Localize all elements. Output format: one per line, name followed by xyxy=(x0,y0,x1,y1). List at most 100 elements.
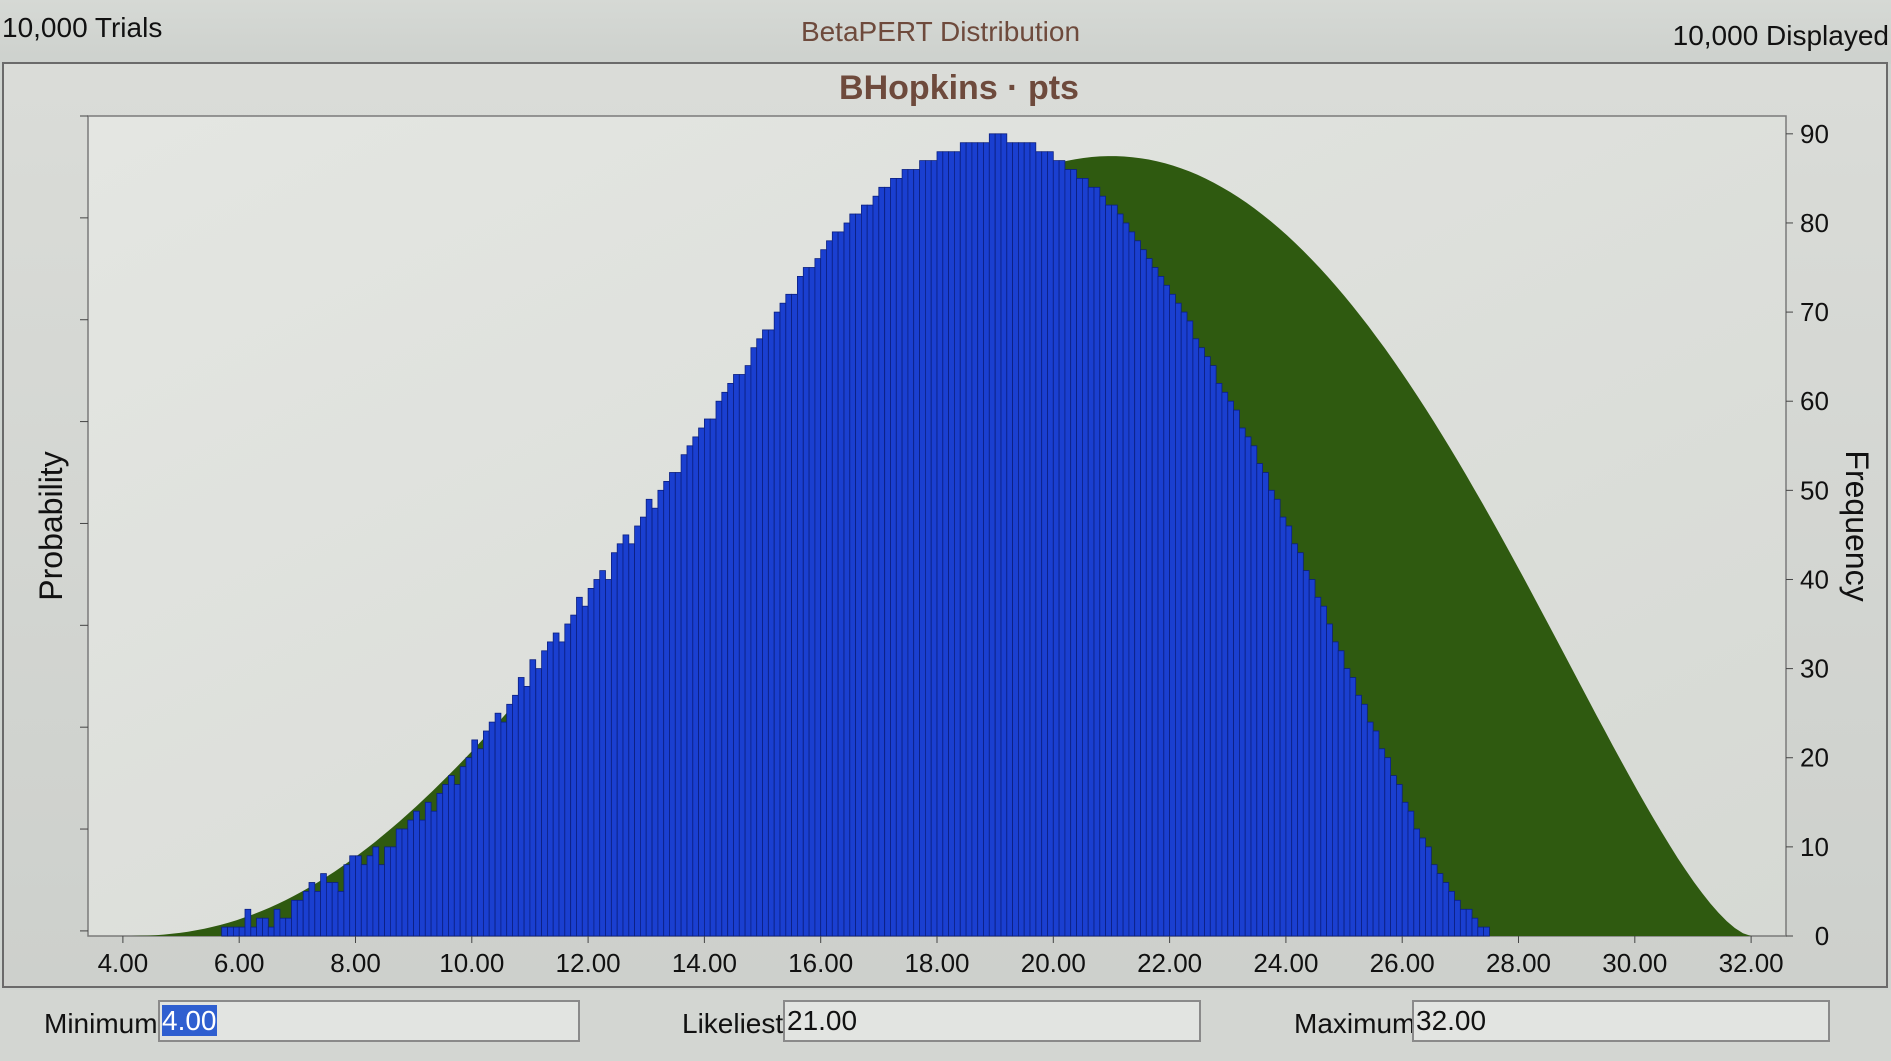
histogram-bar xyxy=(325,882,333,937)
histogram-bar xyxy=(535,668,542,937)
histogram-bar xyxy=(1355,694,1362,937)
histogram-bar xyxy=(1396,784,1403,937)
histogram-bar xyxy=(1262,472,1269,937)
histogram-bar xyxy=(291,899,298,937)
histogram-bar xyxy=(262,917,269,937)
histogram-bar xyxy=(872,195,880,937)
histogram-bar xyxy=(1122,222,1130,937)
minimum-label: Minimum xyxy=(44,1008,158,1039)
histogram-bar xyxy=(413,810,420,937)
histogram-bar xyxy=(855,213,862,937)
x-tick-label: 26.00 xyxy=(1370,948,1435,978)
histogram-bar xyxy=(500,721,508,937)
histogram-bar xyxy=(1326,623,1333,937)
histogram-bar xyxy=(1198,347,1205,937)
histogram-bar xyxy=(750,347,758,937)
x-tick-label: 6.00 xyxy=(214,948,265,978)
histogram-bar xyxy=(948,151,955,937)
histogram-bar xyxy=(977,142,984,937)
histogram-bar xyxy=(424,801,432,937)
histogram-bar xyxy=(401,828,409,937)
histogram-bar xyxy=(1233,409,1240,937)
histogram-bar xyxy=(558,641,566,937)
histogram-bar xyxy=(1256,463,1264,937)
minimum-value[interactable]: 4.00 xyxy=(162,1005,217,1036)
chart-panel: BHopkins · pts 4.00 6.00 8.00 10.00 12.00 14.0… xyxy=(2,62,1888,988)
histogram-bar xyxy=(366,855,374,937)
histogram-bar xyxy=(1436,873,1444,937)
histogram-bar xyxy=(1448,891,1455,937)
histogram-bar xyxy=(919,160,926,937)
y-tick-label: 10 xyxy=(1800,832,1829,862)
histogram-bar xyxy=(1337,650,1345,937)
histogram-bar xyxy=(878,186,885,937)
histogram-bar xyxy=(593,579,601,937)
y-tick-label: 80 xyxy=(1800,208,1829,238)
histogram-bar xyxy=(1273,498,1281,937)
histogram-bar xyxy=(1047,151,1054,937)
histogram-bar xyxy=(1018,142,1025,937)
histogram-bar xyxy=(506,703,513,937)
histogram-bar xyxy=(436,793,444,937)
histogram-bar xyxy=(802,267,810,937)
histogram-bar xyxy=(1285,525,1293,937)
histogram-bar xyxy=(1111,204,1118,937)
histogram-bar xyxy=(227,926,234,937)
histogram-bar xyxy=(866,204,874,937)
histogram-bar xyxy=(552,632,560,937)
histogram-bar xyxy=(1087,186,1095,937)
histogram-bar xyxy=(512,694,519,937)
x-tick-label: 24.00 xyxy=(1253,948,1318,978)
histogram-bar xyxy=(1407,810,1415,937)
histogram-bar xyxy=(704,418,711,937)
histogram-bar xyxy=(680,454,688,937)
x-tick-label: 12.00 xyxy=(556,948,621,978)
y-tick-label: 50 xyxy=(1800,475,1829,505)
histogram-bar xyxy=(1250,445,1258,937)
histogram-bar xyxy=(477,748,484,937)
likeliest-field[interactable]: 21.00 xyxy=(783,1000,1201,1042)
histogram-bar xyxy=(337,891,345,937)
histogram-bar xyxy=(1169,293,1176,937)
histogram-bar xyxy=(669,472,676,937)
maximum-field[interactable]: 32.00 xyxy=(1412,1000,1830,1042)
minimum-field[interactable]: 4.00 xyxy=(158,1000,580,1042)
histogram-bar xyxy=(826,240,833,937)
histogram-bar xyxy=(1384,757,1392,937)
histogram-bar xyxy=(1145,258,1153,937)
histogram-bar xyxy=(1314,596,1322,937)
histogram-bar xyxy=(221,926,228,937)
x-tick-label: 16.00 xyxy=(788,948,853,978)
histogram-bar xyxy=(244,908,252,937)
histogram-bar xyxy=(925,160,932,937)
histogram-bar xyxy=(1006,142,1013,937)
x-tick-label: 22.00 xyxy=(1137,948,1202,978)
histogram-bar xyxy=(1000,133,1008,937)
histogram-bar xyxy=(488,721,496,937)
histogram-bar xyxy=(762,329,769,937)
histogram-bar xyxy=(378,864,385,937)
distribution-name-text: BetaPERT Distribution xyxy=(800,16,1081,47)
histogram-bar xyxy=(587,588,595,937)
trials-count: 10,000 Trials xyxy=(2,12,163,43)
histogram-bar xyxy=(698,427,705,937)
histogram-bar xyxy=(1012,142,1019,937)
histogram-bar xyxy=(715,400,723,937)
histogram-bar xyxy=(1401,801,1409,937)
histogram-bar xyxy=(273,908,281,937)
histogram-bar xyxy=(791,293,798,937)
histogram-bar xyxy=(965,142,973,937)
histogram-bar xyxy=(1297,552,1304,937)
histogram-bar xyxy=(721,391,728,937)
x-tick-label: 28.00 xyxy=(1486,948,1551,978)
histogram-bar xyxy=(541,650,548,937)
histogram-bar xyxy=(1308,579,1316,937)
histogram-bar xyxy=(1192,338,1200,937)
histogram-bar xyxy=(250,926,258,937)
histogram-bar xyxy=(349,855,356,937)
histogram-bar xyxy=(360,864,368,937)
histogram-bar xyxy=(331,882,339,937)
histogram-bar xyxy=(954,151,961,937)
histogram-bar xyxy=(674,472,682,937)
histogram-bar xyxy=(1151,267,1159,937)
